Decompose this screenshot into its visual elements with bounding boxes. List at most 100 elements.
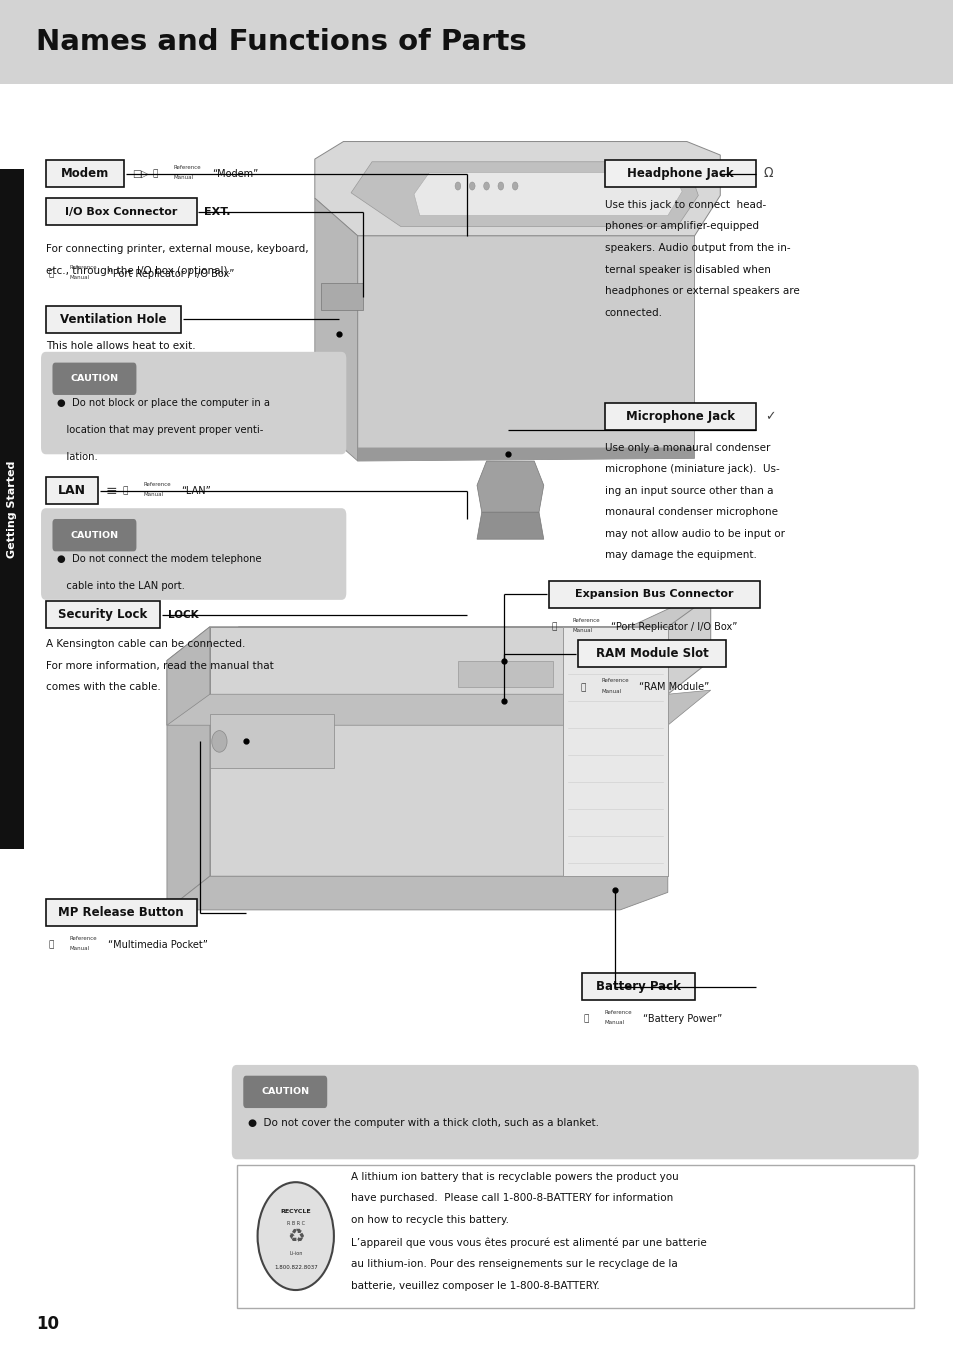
- Circle shape: [497, 182, 503, 190]
- FancyBboxPatch shape: [604, 403, 755, 430]
- Polygon shape: [457, 661, 553, 687]
- Text: 10: 10: [36, 1314, 59, 1333]
- Text: “LAN”: “LAN”: [181, 485, 211, 496]
- Text: Ⓡ: Ⓡ: [152, 170, 158, 178]
- Text: ●  Do not connect the modem telephone: ● Do not connect the modem telephone: [57, 554, 261, 565]
- Text: Manual: Manual: [572, 628, 592, 634]
- Text: This hole allows heat to exit.: This hole allows heat to exit.: [46, 341, 195, 352]
- FancyBboxPatch shape: [236, 1165, 913, 1308]
- Text: lation.: lation.: [57, 452, 98, 462]
- Polygon shape: [320, 283, 362, 310]
- Text: Ⓡ: Ⓡ: [579, 683, 585, 692]
- Text: Reference: Reference: [70, 264, 97, 270]
- Text: RAM Module Slot: RAM Module Slot: [595, 647, 708, 661]
- Text: For more information, read the manual that: For more information, read the manual th…: [46, 661, 274, 671]
- Text: Modem: Modem: [61, 167, 109, 181]
- Text: Li-ion: Li-ion: [289, 1251, 302, 1256]
- Text: Ⓡ: Ⓡ: [583, 1015, 589, 1023]
- Text: Ⓡ: Ⓡ: [551, 623, 557, 631]
- Circle shape: [257, 1182, 334, 1290]
- Text: Use this jack to connect  head-: Use this jack to connect head-: [604, 200, 765, 210]
- Text: Ⓡ: Ⓡ: [49, 941, 54, 949]
- FancyBboxPatch shape: [46, 198, 196, 225]
- Text: ternal speaker is disabled when: ternal speaker is disabled when: [604, 264, 770, 275]
- Text: Battery Pack: Battery Pack: [596, 980, 679, 993]
- Text: Manual: Manual: [604, 1020, 624, 1026]
- Text: I/O Box Connector: I/O Box Connector: [65, 206, 177, 217]
- Polygon shape: [357, 236, 694, 461]
- Text: “Port Replicator / I/O Box”: “Port Replicator / I/O Box”: [108, 268, 233, 279]
- Text: ✓: ✓: [764, 410, 775, 423]
- Polygon shape: [314, 198, 357, 461]
- Text: “Multimedia Pocket”: “Multimedia Pocket”: [108, 940, 208, 950]
- Text: etc., through the I/O box (optional).: etc., through the I/O box (optional).: [46, 266, 231, 276]
- FancyBboxPatch shape: [581, 973, 694, 1000]
- Text: on how to recycle this battery.: on how to recycle this battery.: [351, 1215, 509, 1225]
- FancyBboxPatch shape: [46, 899, 196, 926]
- Polygon shape: [167, 596, 710, 725]
- Text: Reference: Reference: [604, 1010, 632, 1015]
- FancyBboxPatch shape: [41, 508, 346, 600]
- FancyBboxPatch shape: [46, 477, 98, 504]
- Text: cable into the LAN port.: cable into the LAN port.: [57, 581, 185, 592]
- Text: EXT.: EXT.: [204, 206, 231, 217]
- Circle shape: [469, 182, 475, 190]
- Circle shape: [212, 731, 227, 752]
- Text: microphone (miniature jack).  Us-: microphone (miniature jack). Us-: [604, 464, 779, 474]
- Text: “Modem”: “Modem”: [212, 168, 257, 179]
- Text: R B R C: R B R C: [287, 1221, 304, 1227]
- Text: Manual: Manual: [143, 492, 163, 497]
- FancyBboxPatch shape: [548, 581, 760, 608]
- FancyBboxPatch shape: [243, 1076, 327, 1108]
- Text: Ⓡ: Ⓡ: [122, 487, 128, 495]
- Text: location that may prevent proper venti-: location that may prevent proper venti-: [57, 425, 263, 435]
- Text: Ω: Ω: [762, 167, 772, 181]
- FancyBboxPatch shape: [41, 352, 346, 454]
- Text: headphones or external speakers are: headphones or external speakers are: [604, 286, 799, 297]
- Text: “RAM Module”: “RAM Module”: [639, 682, 709, 693]
- Text: connected.: connected.: [604, 307, 662, 318]
- Polygon shape: [476, 512, 543, 539]
- Text: Reference: Reference: [143, 481, 171, 487]
- Circle shape: [483, 182, 489, 190]
- Text: Manual: Manual: [600, 689, 620, 694]
- Text: may not allow audio to be input or: may not allow audio to be input or: [604, 528, 784, 539]
- FancyBboxPatch shape: [52, 519, 136, 551]
- Text: CAUTION: CAUTION: [71, 531, 118, 539]
- FancyBboxPatch shape: [46, 160, 124, 187]
- FancyBboxPatch shape: [52, 363, 136, 395]
- Text: Getting Started: Getting Started: [7, 460, 17, 558]
- Polygon shape: [562, 627, 667, 876]
- Text: Use only a monaural condenser: Use only a monaural condenser: [604, 442, 769, 453]
- Text: Manual: Manual: [173, 175, 193, 181]
- Polygon shape: [414, 173, 681, 216]
- Text: Microphone Jack: Microphone Jack: [625, 410, 734, 423]
- Text: Ventilation Hole: Ventilation Hole: [60, 313, 167, 326]
- Text: RECYCLE: RECYCLE: [280, 1209, 311, 1215]
- Text: A lithium ion battery that is recyclable powers the product you: A lithium ion battery that is recyclable…: [351, 1171, 679, 1182]
- Text: Manual: Manual: [70, 275, 90, 280]
- FancyBboxPatch shape: [232, 1065, 918, 1159]
- Text: may damage the equipment.: may damage the equipment.: [604, 550, 756, 561]
- Text: Reference: Reference: [173, 164, 201, 170]
- Polygon shape: [167, 627, 210, 910]
- Text: ≡: ≡: [106, 484, 117, 497]
- Text: Manual: Manual: [70, 946, 90, 952]
- Text: L’appareil que vous vous êtes procuré est alimenté par une batterie: L’appareil que vous vous êtes procuré es…: [351, 1237, 706, 1248]
- Text: □▷: □▷: [132, 168, 149, 179]
- Text: “Battery Power”: “Battery Power”: [642, 1014, 721, 1024]
- Text: LAN: LAN: [58, 484, 86, 497]
- FancyBboxPatch shape: [46, 601, 160, 628]
- Polygon shape: [357, 448, 694, 461]
- Text: CAUTION: CAUTION: [71, 375, 118, 383]
- Polygon shape: [238, 596, 696, 647]
- FancyBboxPatch shape: [0, 168, 24, 849]
- Text: 1.800.822.8037: 1.800.822.8037: [274, 1264, 317, 1270]
- Polygon shape: [476, 461, 543, 512]
- Circle shape: [512, 182, 517, 190]
- Text: Security Lock: Security Lock: [58, 608, 148, 621]
- Text: LOCK: LOCK: [168, 609, 198, 620]
- Text: monaural condenser microphone: monaural condenser microphone: [604, 507, 777, 518]
- Text: Reference: Reference: [600, 678, 628, 683]
- Text: Reference: Reference: [572, 617, 599, 623]
